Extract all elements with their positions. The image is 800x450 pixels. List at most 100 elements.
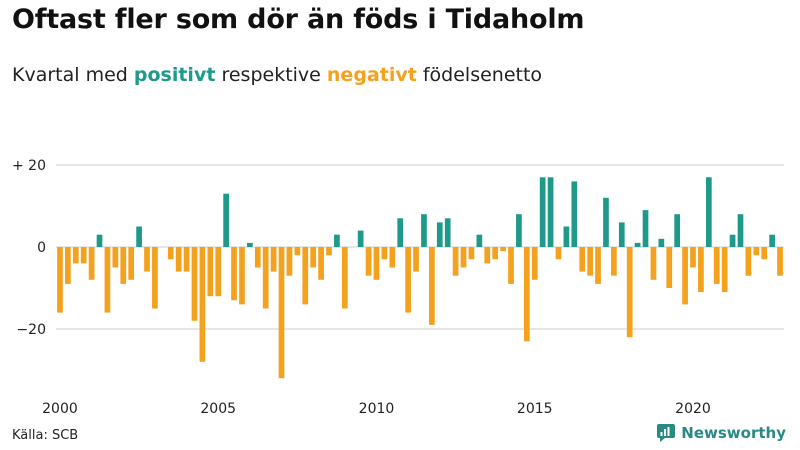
bar-negative xyxy=(405,247,411,313)
bar-negative xyxy=(373,247,380,280)
bar-positive xyxy=(729,234,736,247)
bar-negative xyxy=(278,247,285,379)
bar-positive xyxy=(96,234,103,247)
bar-negative xyxy=(215,247,222,297)
bar-positive xyxy=(334,234,340,247)
bar-negative xyxy=(721,247,728,293)
bar-negative xyxy=(698,247,704,293)
bar-negative xyxy=(555,247,562,260)
bar-negative xyxy=(254,247,261,268)
brand-logo: Newsworthy xyxy=(657,424,786,442)
bar-negative xyxy=(429,247,435,325)
bar-negative xyxy=(500,247,506,252)
bar-negative xyxy=(270,247,277,272)
bar-positive xyxy=(571,181,578,247)
x-tick-label: 2020 xyxy=(675,401,711,417)
chart-title: Oftast fler som dör än föds i Tidaholm xyxy=(12,4,585,35)
bar-negative xyxy=(152,247,158,309)
bar-negative xyxy=(262,247,269,309)
bar-negative xyxy=(650,247,657,280)
subtitle-negative-word: negativt xyxy=(326,64,417,86)
bar-negative xyxy=(468,247,475,260)
bar-negative xyxy=(80,247,87,264)
bar-positive xyxy=(436,222,443,247)
subtitle-prefix: Kvartal med xyxy=(12,64,134,86)
bar-positive xyxy=(563,226,570,247)
bar-negative xyxy=(531,247,538,280)
bar-negative xyxy=(120,247,127,284)
bar-positive xyxy=(674,214,681,247)
bar-negative xyxy=(310,247,317,268)
bar-positive xyxy=(539,177,546,247)
bar-negative xyxy=(112,247,119,268)
bar-positive xyxy=(603,197,609,247)
bar-positive xyxy=(769,234,775,247)
bar-positive xyxy=(642,210,649,247)
bar-negative xyxy=(761,247,768,260)
bar-negative xyxy=(579,247,586,272)
bar-positive xyxy=(547,177,554,247)
bar-positive xyxy=(634,242,641,247)
bar-negative xyxy=(207,247,214,297)
bar-negative xyxy=(690,247,696,268)
subtitle-positive-word: positivt xyxy=(133,64,216,86)
bar-negative xyxy=(595,247,601,284)
y-tick-label: 0 xyxy=(37,240,46,256)
bar-negative xyxy=(713,247,720,284)
bar-positive xyxy=(357,230,364,247)
bar-positive xyxy=(618,222,625,247)
bar-negative xyxy=(326,247,332,256)
bar-negative xyxy=(239,247,245,305)
bar-negative xyxy=(389,247,396,268)
bar-negative xyxy=(666,247,673,288)
bar-negative xyxy=(104,247,111,313)
bar-negative xyxy=(175,247,182,272)
bar-negative xyxy=(460,247,467,268)
bar-negative xyxy=(231,247,237,301)
y-tick-label: −20 xyxy=(16,322,46,338)
bar-negative xyxy=(365,247,372,276)
bar-negative xyxy=(88,247,95,280)
x-tick-label: 2010 xyxy=(359,401,395,417)
bar-negative xyxy=(682,247,688,305)
bar-negative xyxy=(777,247,783,276)
bar-negative xyxy=(128,247,135,280)
bar-positive xyxy=(658,238,665,247)
bar-negative xyxy=(413,247,419,272)
bar-negative xyxy=(753,247,760,256)
bar-positive xyxy=(476,234,483,247)
y-tick-label: + 20 xyxy=(12,158,46,174)
bar-positive xyxy=(397,218,404,247)
bar-negative xyxy=(191,247,198,321)
bar-negative xyxy=(587,247,593,276)
bar-negative xyxy=(72,247,79,264)
bar-negative xyxy=(144,247,150,272)
bar-negative xyxy=(183,247,190,272)
x-tick-label: 2015 xyxy=(517,401,553,417)
bar-positive xyxy=(421,214,427,247)
bar-negative xyxy=(484,247,491,264)
bar-negative xyxy=(199,247,206,362)
brand-name: Newsworthy xyxy=(681,424,786,442)
subtitle-suffix: födelsenetto xyxy=(416,64,543,86)
bar-negative xyxy=(745,247,752,276)
bar-negative xyxy=(57,247,63,313)
bar-positive xyxy=(705,177,712,247)
bar-positive xyxy=(516,214,522,247)
bar-negative xyxy=(611,247,617,276)
bar-positive xyxy=(223,193,229,247)
chart-subtitle: Kvartal med positivt respektive negativt… xyxy=(12,64,542,86)
bar-positive xyxy=(136,226,142,247)
bar-positive xyxy=(247,242,253,247)
newsworthy-logo-icon xyxy=(657,424,676,442)
bar-negative xyxy=(508,247,514,284)
bar-positive xyxy=(737,214,744,247)
bar-negative xyxy=(523,247,530,342)
bar-negative xyxy=(318,247,324,280)
x-tick-label: 2005 xyxy=(200,401,236,417)
bar-negative xyxy=(492,247,499,260)
subtitle-middle: respektive xyxy=(215,64,327,86)
bar-negative xyxy=(626,247,633,338)
bar-negative xyxy=(452,247,459,276)
